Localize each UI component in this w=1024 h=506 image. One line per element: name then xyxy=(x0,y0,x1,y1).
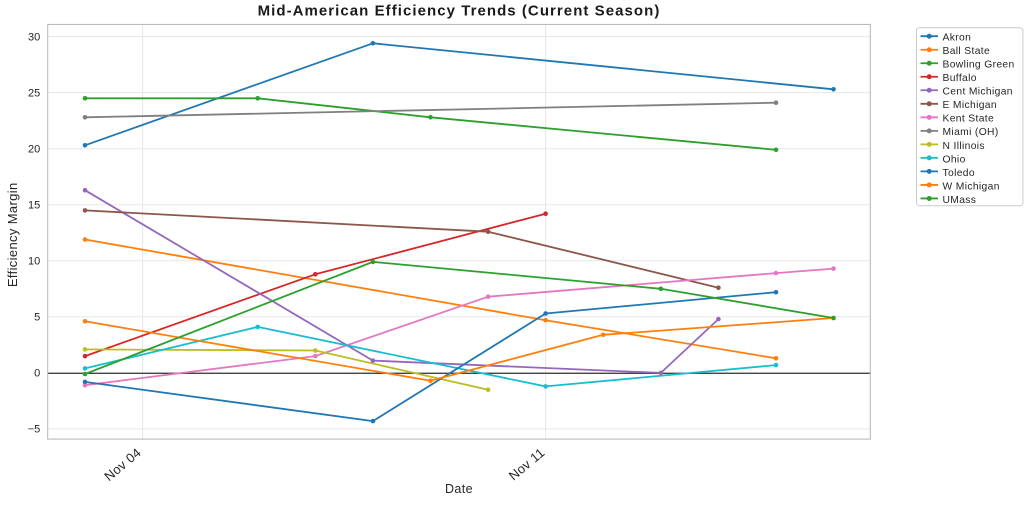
svg-text:Buffalo: Buffalo xyxy=(943,73,977,84)
svg-text:Miami (OH): Miami (OH) xyxy=(943,127,999,138)
svg-text:20: 20 xyxy=(28,144,40,156)
svg-text:10: 10 xyxy=(28,256,40,268)
svg-text:Kent State: Kent State xyxy=(943,114,995,125)
svg-text:Cent Michigan: Cent Michigan xyxy=(943,87,1013,98)
svg-text:E Michigan: E Michigan xyxy=(943,100,997,111)
svg-text:15: 15 xyxy=(28,200,40,212)
svg-text:Akron: Akron xyxy=(943,33,972,44)
svg-text:Ball State: Ball State xyxy=(943,46,991,57)
svg-text:Mid-American Efficiency Trends: Mid-American Efficiency Trends (Current … xyxy=(258,3,661,20)
svg-text:Efficiency Margin: Efficiency Margin xyxy=(5,182,20,287)
svg-text:30: 30 xyxy=(28,31,40,43)
svg-text:Toledo: Toledo xyxy=(943,168,975,179)
svg-text:0: 0 xyxy=(34,368,40,380)
svg-text:Ohio: Ohio xyxy=(943,154,966,165)
svg-text:UMass: UMass xyxy=(943,195,977,206)
svg-text:Bowling Green: Bowling Green xyxy=(943,60,1015,71)
svg-text:W Michigan: W Michigan xyxy=(943,181,1000,192)
svg-text:−5: −5 xyxy=(28,424,41,436)
svg-text:N Illinois: N Illinois xyxy=(943,141,985,152)
svg-text:Date: Date xyxy=(445,482,473,496)
svg-text:5: 5 xyxy=(34,312,40,324)
svg-text:25: 25 xyxy=(28,87,40,99)
